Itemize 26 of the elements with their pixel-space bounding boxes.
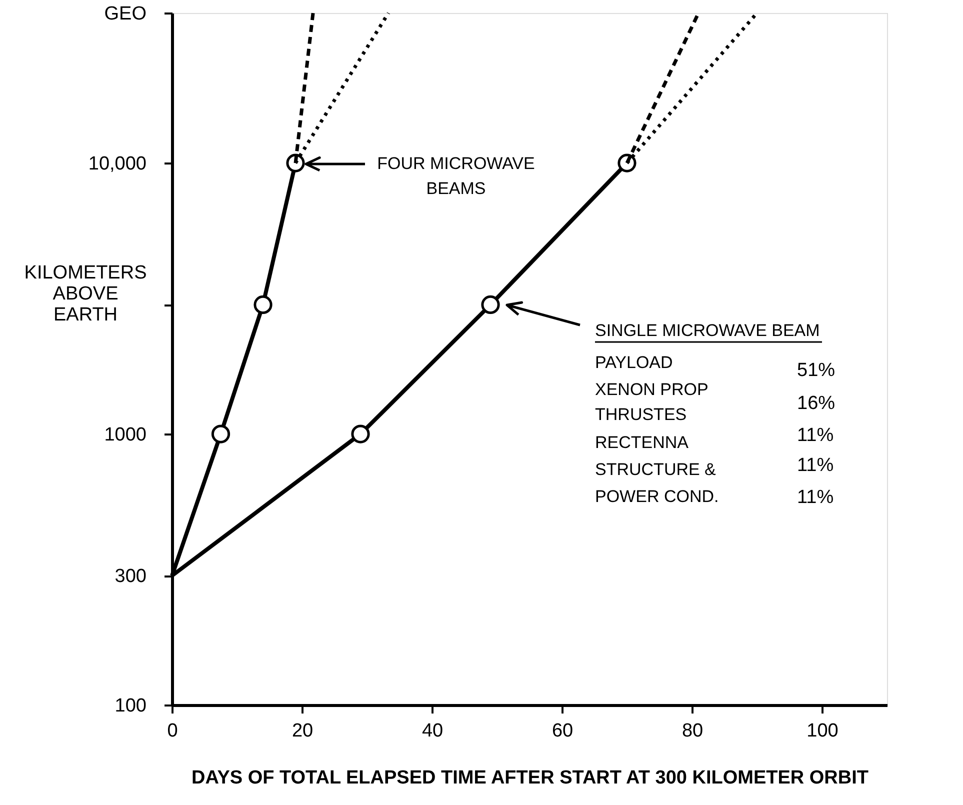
x-tick-label: 20 <box>292 720 314 742</box>
y-tick-label: 100 <box>114 696 146 716</box>
annotation: 11% <box>797 425 834 446</box>
annotation: 11% <box>797 455 834 476</box>
x-tick-label: 0 <box>167 720 178 742</box>
annotation: FOUR MICROWAVE BEAMS <box>377 154 535 198</box>
x-tick-label: 100 <box>806 720 838 742</box>
annotation: PAYLOAD <box>595 353 673 372</box>
x-tick-label: 80 <box>682 720 704 742</box>
y-tick-label: 1000 <box>104 424 146 446</box>
annotation: POWER COND. <box>595 487 719 506</box>
y-tick-label: 10,000 <box>88 154 146 175</box>
annotation: THRUSTES <box>595 405 687 424</box>
y-tick-label: 300 <box>114 566 146 588</box>
y-tick-label: GEO <box>104 4 146 24</box>
annotation: XENON PROP <box>595 380 708 399</box>
x-tick-label: 60 <box>552 720 574 742</box>
annotation: SINGLE MICROWAVE BEAM <box>595 321 820 340</box>
annotation: STRUCTURE & <box>595 460 717 479</box>
annotation: RECTENNA <box>595 433 690 452</box>
x-tick-label: 40 <box>422 720 444 742</box>
annotation: 11% <box>797 487 834 508</box>
y-axis-title: KILOMETERS ABOVE EARTH <box>24 262 147 326</box>
annotation: 51% <box>797 360 836 381</box>
annotation: 16% <box>797 393 836 414</box>
x-axis-title: DAYS OF TOTAL ELAPSED TIME AFTER START AT 300 KILOMETER ORBIT <box>191 768 869 788</box>
